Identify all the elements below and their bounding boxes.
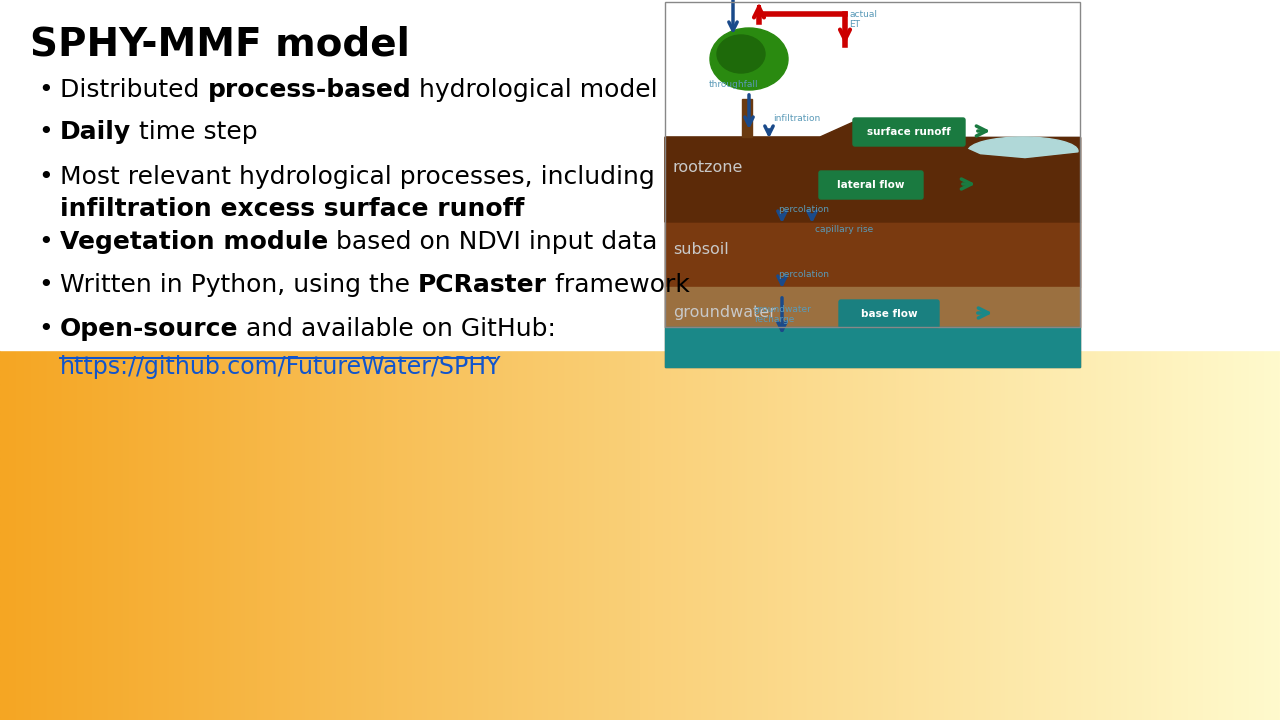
Ellipse shape xyxy=(968,137,1078,165)
Text: base flow: base flow xyxy=(860,309,918,319)
Text: Open-source: Open-source xyxy=(60,317,238,341)
Text: subsoil: subsoil xyxy=(673,241,728,256)
FancyBboxPatch shape xyxy=(819,171,923,199)
Ellipse shape xyxy=(717,35,765,73)
Text: capillary rise: capillary rise xyxy=(815,225,873,234)
Text: percolation: percolation xyxy=(778,205,829,214)
Text: rootzone: rootzone xyxy=(673,160,744,174)
Text: groundwater: groundwater xyxy=(673,305,776,320)
Text: PCRaster: PCRaster xyxy=(419,273,547,297)
Text: Daily: Daily xyxy=(60,120,131,144)
Bar xyxy=(742,99,753,137)
Text: •: • xyxy=(38,165,52,189)
Text: and available on GitHub:: and available on GitHub: xyxy=(238,317,557,341)
Text: surface runoff: surface runoff xyxy=(867,127,951,137)
Bar xyxy=(666,2,1080,137)
Ellipse shape xyxy=(710,28,788,90)
Text: time step: time step xyxy=(131,120,257,144)
Bar xyxy=(666,327,1080,367)
Text: Most relevant hydrological processes, including: Most relevant hydrological processes, in… xyxy=(60,165,655,189)
Bar xyxy=(0,0,1280,350)
Text: SPHY-MMF model: SPHY-MMF model xyxy=(29,25,410,63)
Text: •: • xyxy=(38,273,52,297)
Bar xyxy=(666,222,1080,287)
Text: framework: framework xyxy=(547,273,690,297)
Bar xyxy=(666,2,1080,327)
FancyBboxPatch shape xyxy=(838,300,940,328)
Text: hydrological model: hydrological model xyxy=(411,78,658,102)
Polygon shape xyxy=(666,119,1080,222)
Text: Written in Python, using the: Written in Python, using the xyxy=(60,273,419,297)
Text: https://github.com/FutureWater/SPHY: https://github.com/FutureWater/SPHY xyxy=(60,355,502,379)
Text: Vegetation module: Vegetation module xyxy=(60,230,328,254)
Text: groundwater
recharge: groundwater recharge xyxy=(754,305,812,325)
Text: percolation: percolation xyxy=(778,270,829,279)
Text: actual
ET: actual ET xyxy=(849,9,877,29)
Text: Distributed: Distributed xyxy=(60,78,207,102)
Bar xyxy=(666,137,1080,327)
Text: throughfall: throughfall xyxy=(709,80,759,89)
Text: •: • xyxy=(38,317,52,341)
Text: •: • xyxy=(38,78,52,102)
Bar xyxy=(666,287,1080,367)
FancyBboxPatch shape xyxy=(852,118,965,146)
Text: based on NDVI input data: based on NDVI input data xyxy=(328,230,658,254)
Bar xyxy=(666,137,1080,222)
Bar xyxy=(0,0,1280,350)
Text: infiltration: infiltration xyxy=(773,114,820,123)
Text: process-based: process-based xyxy=(207,78,411,102)
Text: infiltration excess surface runoff: infiltration excess surface runoff xyxy=(60,197,525,221)
Text: •: • xyxy=(38,230,52,254)
Text: •: • xyxy=(38,120,52,144)
Text: lateral flow: lateral flow xyxy=(837,180,905,190)
